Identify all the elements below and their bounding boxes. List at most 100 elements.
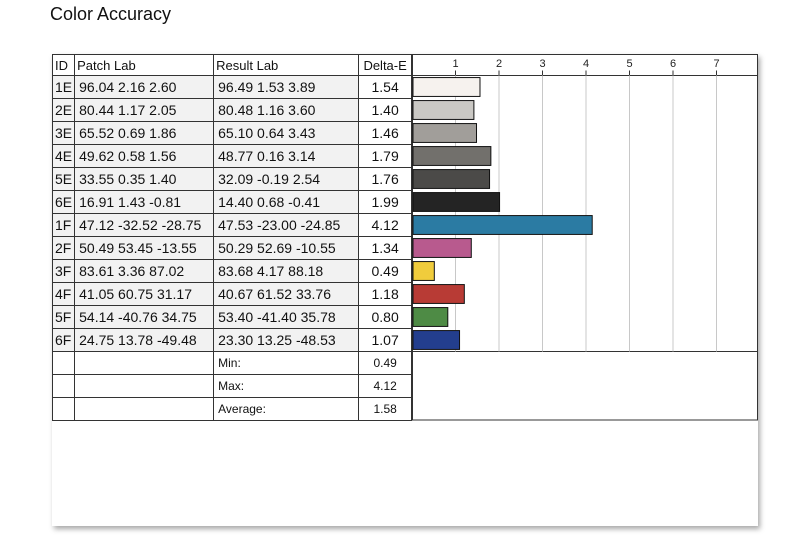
cell-patch-lab: 47.12 -32.52 -28.75 [74, 213, 215, 237]
chart-plot-area [412, 75, 758, 352]
stat-value: 0.49 [358, 351, 413, 375]
bar-6f [412, 330, 461, 350]
table-row: 6F 24.75 13.78 -49.48 23.30 13.25 -48.53 1.… [51, 328, 413, 352]
table-body: ID Patch Lab Result Lab Delta-E 1E 96.04 … [51, 54, 413, 421]
header-result-lab: Result Lab [213, 54, 360, 76]
cell-patch-lab: 65.52 0.69 1.86 [74, 121, 215, 145]
cell-result-lab: 96.49 1.53 3.89 [213, 75, 360, 99]
cell-id: 6E [51, 190, 76, 214]
cell-result-lab: 53.40 -41.40 35.78 [213, 305, 360, 329]
cell-patch-lab: 49.62 0.58 1.56 [74, 144, 215, 168]
tick-label: 5 [626, 58, 632, 70]
cell-delta-e: 4.12 [358, 213, 413, 237]
table-row: 5E 33.55 0.35 1.40 32.09 -0.19 2.54 1.76 [51, 167, 413, 191]
tick-label: 4 [583, 58, 589, 70]
cell-delta-e: 1.07 [358, 328, 413, 352]
tick-label: 7 [713, 58, 719, 70]
cell-patch-lab: 33.55 0.35 1.40 [74, 167, 215, 191]
cell-id: 2F [51, 236, 76, 260]
bar-1f [412, 215, 593, 235]
cell-empty [51, 397, 76, 421]
table-row: 4F 41.05 60.75 31.17 40.67 61.52 33.76 1.18 [51, 282, 413, 306]
bar-1e [412, 77, 481, 97]
stat-value: 4.12 [358, 374, 413, 398]
bar-3f [412, 261, 435, 281]
cell-result-lab: 14.40 0.68 -0.41 [213, 190, 360, 214]
cell-empty [74, 351, 215, 375]
cell-id: 1E [51, 75, 76, 99]
cell-result-lab: 47.53 -23.00 -24.85 [213, 213, 360, 237]
table-row: 3E 65.52 0.69 1.86 65.10 0.64 3.43 1.46 [51, 121, 413, 145]
bar-6e [412, 192, 501, 212]
cell-delta-e: 1.18 [358, 282, 413, 306]
cell-delta-e: 0.80 [358, 305, 413, 329]
chart-empty-area [412, 351, 758, 421]
cell-delta-e: 1.79 [358, 144, 413, 168]
cell-id: 1F [51, 213, 76, 237]
tick-label: 3 [539, 58, 545, 70]
bar-2f [412, 238, 472, 258]
bar-5f [412, 307, 449, 327]
cell-result-lab: 23.30 13.25 -48.53 [213, 328, 360, 352]
tick-label: 6 [670, 58, 676, 70]
cell-result-lab: 65.10 0.64 3.43 [213, 121, 360, 145]
bar-3e [412, 123, 478, 143]
bar-5e [412, 169, 491, 189]
tick-label: 2 [496, 58, 502, 70]
header-row: ID Patch Lab Result Lab Delta-E [51, 54, 413, 76]
header-id: ID [51, 54, 76, 76]
cell-patch-lab: 41.05 60.75 31.17 [74, 282, 215, 306]
table-row: 2E 80.44 1.17 2.05 80.48 1.16 3.60 1.40 [51, 98, 413, 122]
cell-patch-lab: 24.75 13.78 -49.48 [74, 328, 215, 352]
cell-empty [74, 374, 215, 398]
table-row: 1F 47.12 -32.52 -28.75 47.53 -23.00 -24.85… [51, 213, 413, 237]
stat-value: 1.58 [358, 397, 413, 421]
cell-delta-e: 1.99 [358, 190, 413, 214]
cell-delta-e: 1.46 [358, 121, 413, 145]
cell-result-lab: 40.67 61.52 33.76 [213, 282, 360, 306]
color-accuracy-table: ID Patch Lab Result Lab Delta-E 1E 96.04 … [51, 54, 413, 421]
table-row: 2F 50.49 53.45 -13.55 50.29 52.69 -10.55 1.… [51, 236, 413, 260]
table-row: 5F 54.14 -40.76 34.75 53.40 -41.40 35.78 0.… [51, 305, 413, 329]
cell-delta-e: 1.54 [358, 75, 413, 99]
cell-empty [51, 374, 76, 398]
bar-4e [412, 146, 492, 166]
cell-id: 4F [51, 282, 76, 306]
cell-empty [51, 351, 76, 375]
table-row: 4E 49.62 0.58 1.56 48.77 0.16 3.14 1.79 [51, 144, 413, 168]
cell-id: 3E [51, 121, 76, 145]
cell-delta-e: 1.34 [358, 236, 413, 260]
header-patch-lab: Patch Lab [74, 54, 215, 76]
cell-id: 2E [51, 98, 76, 122]
cell-result-lab: 83.68 4.17 88.18 [213, 259, 360, 283]
cell-empty [74, 397, 215, 421]
cell-delta-e: 0.49 [358, 259, 413, 283]
cell-patch-lab: 50.49 53.45 -13.55 [74, 236, 215, 260]
stat-row: Max: 4.12 [51, 374, 413, 398]
cell-patch-lab: 96.04 2.16 2.60 [74, 75, 215, 99]
cell-delta-e: 1.76 [358, 167, 413, 191]
stat-row: Min: 0.49 [51, 351, 413, 375]
cell-id: 4E [51, 144, 76, 168]
tick-label: 1 [452, 58, 458, 70]
cell-id: 6F [51, 328, 76, 352]
cell-patch-lab: 54.14 -40.76 34.75 [74, 305, 215, 329]
delta-e-bar-chart: 1 2 3 4 5 6 7 [412, 54, 758, 421]
bar-2e [412, 100, 475, 120]
bar-4f [412, 284, 465, 304]
cell-id: 3F [51, 259, 76, 283]
cell-patch-lab: 16.91 1.43 -0.81 [74, 190, 215, 214]
cell-patch-lab: 83.61 3.36 87.02 [74, 259, 215, 283]
table-row: 6E 16.91 1.43 -0.81 14.40 0.68 -0.41 1.99 [51, 190, 413, 214]
stat-row: Average: 1.58 [51, 397, 413, 421]
stat-label: Min: [213, 351, 360, 375]
cell-id: 5E [51, 167, 76, 191]
chart-title: Color Accuracy [50, 4, 172, 24]
stat-label: Average: [213, 397, 360, 421]
cell-patch-lab: 80.44 1.17 2.05 [74, 98, 215, 122]
cell-delta-e: 1.40 [358, 98, 413, 122]
cell-result-lab: 50.29 52.69 -10.55 [213, 236, 360, 260]
header-delta-e: Delta-E [358, 54, 413, 76]
cell-id: 5F [51, 305, 76, 329]
cell-result-lab: 32.09 -0.19 2.54 [213, 167, 360, 191]
